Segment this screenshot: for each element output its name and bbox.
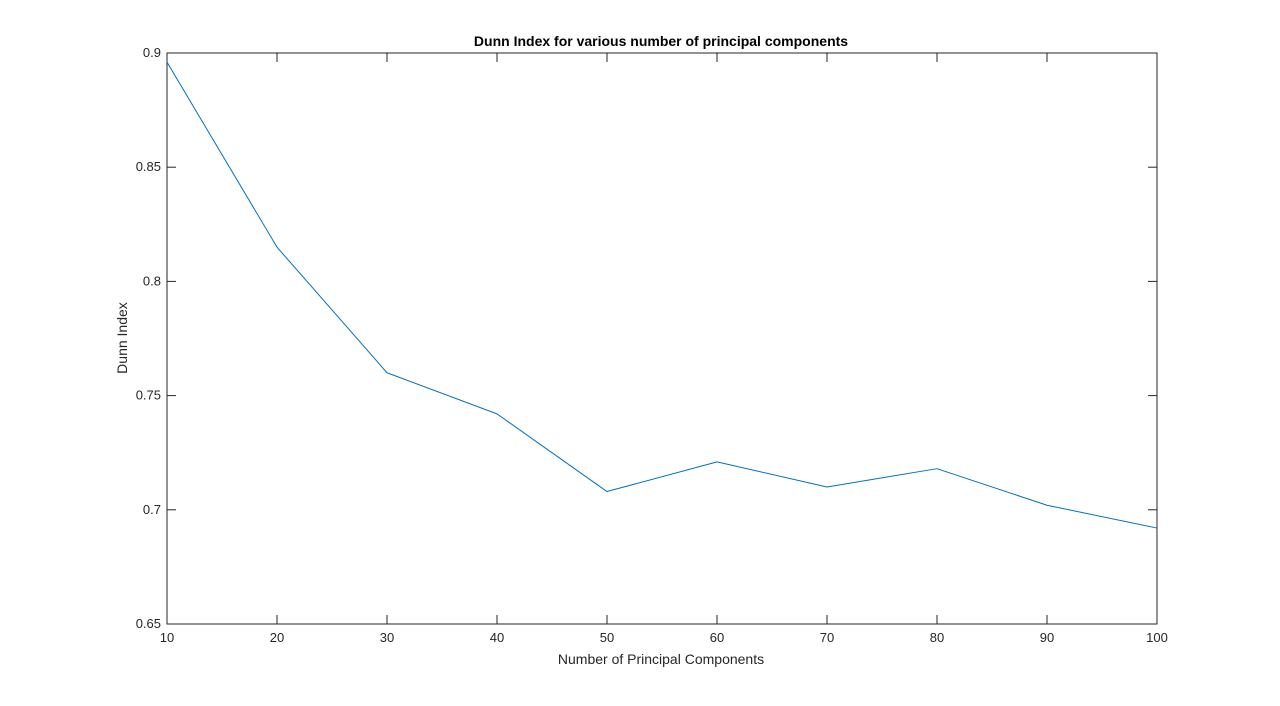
axes: 10 20 30 40 50 60 70 80 90 100 0.65 0.7 0.75 0.8 0.85 0… xyxy=(136,45,1168,645)
x-tick-label: 90 xyxy=(1040,630,1054,645)
y-tick-label: 0.65 xyxy=(136,616,161,631)
y-axis-label: Dunn Index xyxy=(114,302,130,374)
x-tick-label: 40 xyxy=(490,630,504,645)
y-tick-label: 0.75 xyxy=(136,388,161,403)
x-tick-label: 50 xyxy=(600,630,614,645)
chart-title: Dunn Index for various number of princip… xyxy=(474,33,848,49)
y-tick-label: 0.85 xyxy=(136,159,161,174)
x-tick-label: 100 xyxy=(1146,630,1168,645)
x-tick-label: 70 xyxy=(820,630,834,645)
series-group xyxy=(166,61,1158,529)
y-tick-label: 0.9 xyxy=(143,45,161,60)
x-tick-label: 60 xyxy=(710,630,724,645)
plot-area-box xyxy=(166,52,1158,625)
x-axis-label: Number of Principal Components xyxy=(558,651,764,667)
x-tick-label: 80 xyxy=(930,630,944,645)
y-tick-label: 0.8 xyxy=(143,273,161,288)
x-tick-label: 20 xyxy=(270,630,284,645)
x-tick-label: 10 xyxy=(160,630,174,645)
y-tick-label: 0.7 xyxy=(143,502,161,517)
series-line-0 xyxy=(166,61,1158,529)
x-tick-label: 30 xyxy=(380,630,394,645)
